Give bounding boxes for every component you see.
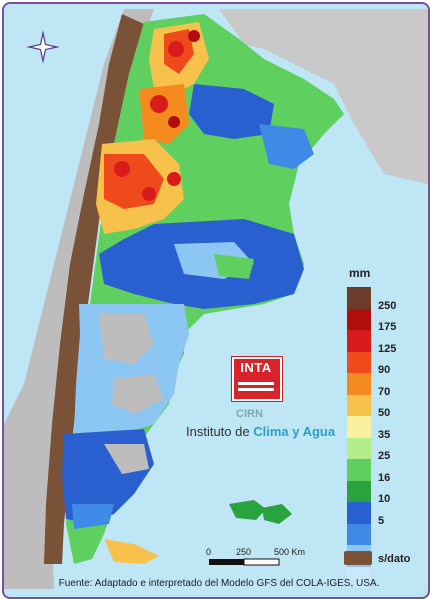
- legend-label: 70: [378, 385, 391, 398]
- inta-logo-stripe: [238, 388, 274, 391]
- scale-label-0: 0: [206, 547, 212, 557]
- legend-color-step: [347, 459, 371, 481]
- legend-color-step: [347, 373, 371, 395]
- legend-color-step: [347, 502, 371, 524]
- legend-label: 50: [378, 407, 391, 420]
- rain-cell-central-1: [150, 95, 168, 113]
- scale-label-500: 500 Km: [274, 547, 306, 557]
- relief-patagonia-2: [112, 374, 164, 414]
- legend-label: 125: [378, 342, 397, 355]
- rain-cell-central-2: [168, 116, 180, 128]
- rain-zone-santa-cruz: [72, 504, 114, 529]
- falkland-islands-east: [262, 504, 292, 524]
- legend-color-step: [347, 330, 371, 352]
- rain-cell-north-2: [188, 30, 200, 42]
- legend-color-bar: [347, 287, 371, 588]
- relief-patagonia-1: [99, 314, 154, 364]
- scale-label-250: 250: [236, 547, 252, 557]
- inta-logo-stripe: [238, 382, 274, 385]
- legend-label: 90: [378, 364, 391, 377]
- institute-name: Instituto de Clima y Agua: [186, 424, 335, 439]
- legend-color-step: [347, 416, 371, 438]
- legend-color-step: [347, 523, 371, 545]
- legend-color-step: [347, 566, 371, 588]
- institute-prefix: Instituto de: [186, 424, 250, 439]
- tierra-del-fuego: [104, 539, 159, 564]
- rain-cell-north-1: [168, 41, 184, 57]
- scale-bar-segment-2: [243, 558, 280, 566]
- rain-zone-litoral-blue: [259, 124, 314, 169]
- legend-label: 10: [378, 493, 391, 506]
- legend-color-step: [347, 287, 371, 309]
- no-data-swatch: [344, 551, 372, 565]
- rain-zone-chaco-blue: [189, 84, 274, 139]
- institute-highlight: Clima y Agua: [253, 424, 336, 439]
- neighbour-land-north: [219, 9, 428, 184]
- legend-label: 175: [378, 321, 397, 334]
- no-data-label: s/dato: [378, 553, 411, 565]
- legend-color-step: [347, 394, 371, 416]
- rain-cell-cuyo-1: [114, 161, 130, 177]
- rain-cell-cuyo-2: [142, 187, 156, 201]
- source-caption: Fuente: Adaptado e interpretado del Mode…: [58, 578, 380, 589]
- legend-label: 16: [378, 471, 391, 484]
- relief-patagonia-3: [104, 444, 149, 474]
- legend-color-step: [347, 480, 371, 502]
- rain-zone-central-orange: [139, 84, 189, 144]
- legend-label: 35: [378, 428, 391, 441]
- legend-color-step: [347, 308, 371, 330]
- legend-unit: mm: [349, 266, 371, 280]
- inta-logo: [232, 357, 282, 401]
- rain-cell-cuyo-3: [167, 172, 181, 186]
- legend-color-step: [347, 351, 371, 373]
- cirn-label: CIRN: [236, 408, 263, 420]
- inta-logo-text: INTA: [240, 360, 272, 375]
- compass-rose-icon: [26, 30, 60, 64]
- rain-zone-pampa-green: [214, 254, 254, 279]
- legend-label: 250: [378, 299, 397, 312]
- legend-color-step: [347, 437, 371, 459]
- legend-label: 5: [378, 514, 385, 527]
- precipitation-map: [4, 9, 428, 589]
- scale-bar-segment-1: [209, 559, 244, 565]
- legend-label: 25: [378, 450, 391, 463]
- falkland-islands-west: [229, 500, 266, 520]
- no-data-andes: [44, 14, 144, 564]
